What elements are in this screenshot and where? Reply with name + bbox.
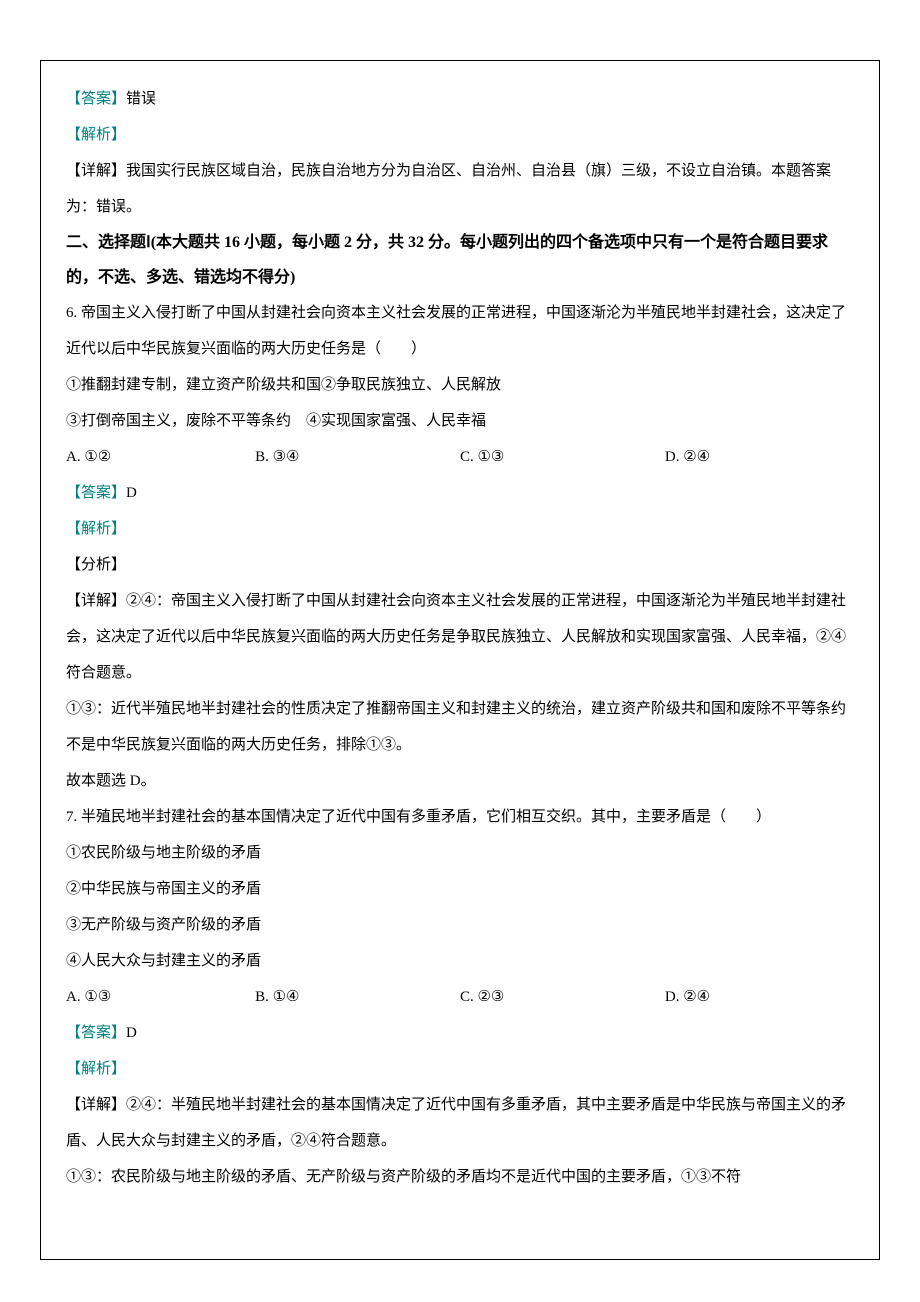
- q6-option-d: D. ②④: [665, 439, 854, 475]
- q7-stem3: ②中华民族与帝国主义的矛盾: [66, 871, 854, 907]
- q7-answer-label: 【答案】: [66, 1025, 126, 1041]
- q5-analysis-label: 【解析】: [66, 127, 126, 143]
- q6-detail3: 故本题选 D。: [66, 763, 854, 799]
- q7-option-c: C. ②③: [460, 979, 665, 1015]
- page-container: 【答案】错误 【解析】 【详解】我国实行民族区域自治，民族自治地方分为自治区、自…: [40, 60, 880, 1260]
- q7-analysis-label-line: 【解析】: [66, 1051, 854, 1087]
- q6-answer-value: D: [126, 485, 137, 501]
- q7-stem2: ①农民阶级与地主阶级的矛盾: [66, 835, 854, 871]
- q6-answer-line: 【答案】D: [66, 475, 854, 511]
- q5-analysis-label-line: 【解析】: [66, 117, 854, 153]
- q7-stem5: ④人民大众与封建主义的矛盾: [66, 943, 854, 979]
- q6-analysis-label-line: 【解析】: [66, 511, 854, 547]
- q7-answer-line: 【答案】D: [66, 1015, 854, 1051]
- q7-detail1: 【详解】②④：半殖民地半封建社会的基本国情决定了近代中国有多重矛盾，其中主要矛盾…: [66, 1087, 854, 1159]
- q7-answer-value: D: [126, 1025, 137, 1041]
- q6-option-b: B. ③④: [255, 439, 460, 475]
- q6-stem3: ③打倒帝国主义，废除不平等条约 ④实现国家富强、人民幸福: [66, 403, 854, 439]
- q6-stem2: ①推翻封建专制，建立资产阶级共和国②争取民族独立、人民解放: [66, 367, 854, 403]
- q7-stem1: 7. 半殖民地半封建社会的基本国情决定了近代中国有多重矛盾，它们相互交织。其中，…: [66, 799, 854, 835]
- q6-option-c: C. ①③: [460, 439, 665, 475]
- q7-options: A. ①③ B. ①④ C. ②③ D. ②④: [66, 979, 854, 1015]
- q7-analysis-label: 【解析】: [66, 1061, 126, 1077]
- q6-detail2: ①③：近代半殖民地半封建社会的性质决定了推翻帝国主义和封建主义的统治，建立资产阶…: [66, 691, 854, 763]
- q5-answer-value: 错误: [126, 91, 156, 107]
- q6-answer-label: 【答案】: [66, 485, 126, 501]
- q5-answer-label: 【答案】: [66, 91, 126, 107]
- q7-option-d: D. ②④: [665, 979, 854, 1015]
- q7-detail2: ①③：农民阶级与地主阶级的矛盾、无产阶级与资产阶级的矛盾均不是近代中国的主要矛盾…: [66, 1159, 854, 1195]
- q7-option-a: A. ①③: [66, 979, 255, 1015]
- q6-stem1: 6. 帝国主义入侵打断了中国从封建社会向资本主义社会发展的正常进程，中国逐渐沦为…: [66, 295, 854, 367]
- q6-detail1: 【详解】②④：帝国主义入侵打断了中国从封建社会向资本主义社会发展的正常进程，中国…: [66, 583, 854, 691]
- q6-option-a: A. ①②: [66, 439, 255, 475]
- q7-stem4: ③无产阶级与资产阶级的矛盾: [66, 907, 854, 943]
- q6-options: A. ①② B. ③④ C. ①③ D. ②④: [66, 439, 854, 475]
- q7-option-b: B. ①④: [255, 979, 460, 1015]
- q6-analysis-label: 【解析】: [66, 521, 126, 537]
- q5-detail: 【详解】我国实行民族区域自治，民族自治地方分为自治区、自治州、自治县（旗）三级，…: [66, 153, 854, 225]
- q5-answer-line: 【答案】错误: [66, 81, 854, 117]
- q6-fenxi-label: 【分析】: [66, 547, 854, 583]
- section2-header: 二、选择题Ⅰ(本大题共 16 小题，每小题 2 分，共 32 分。每小题列出的四…: [66, 225, 854, 295]
